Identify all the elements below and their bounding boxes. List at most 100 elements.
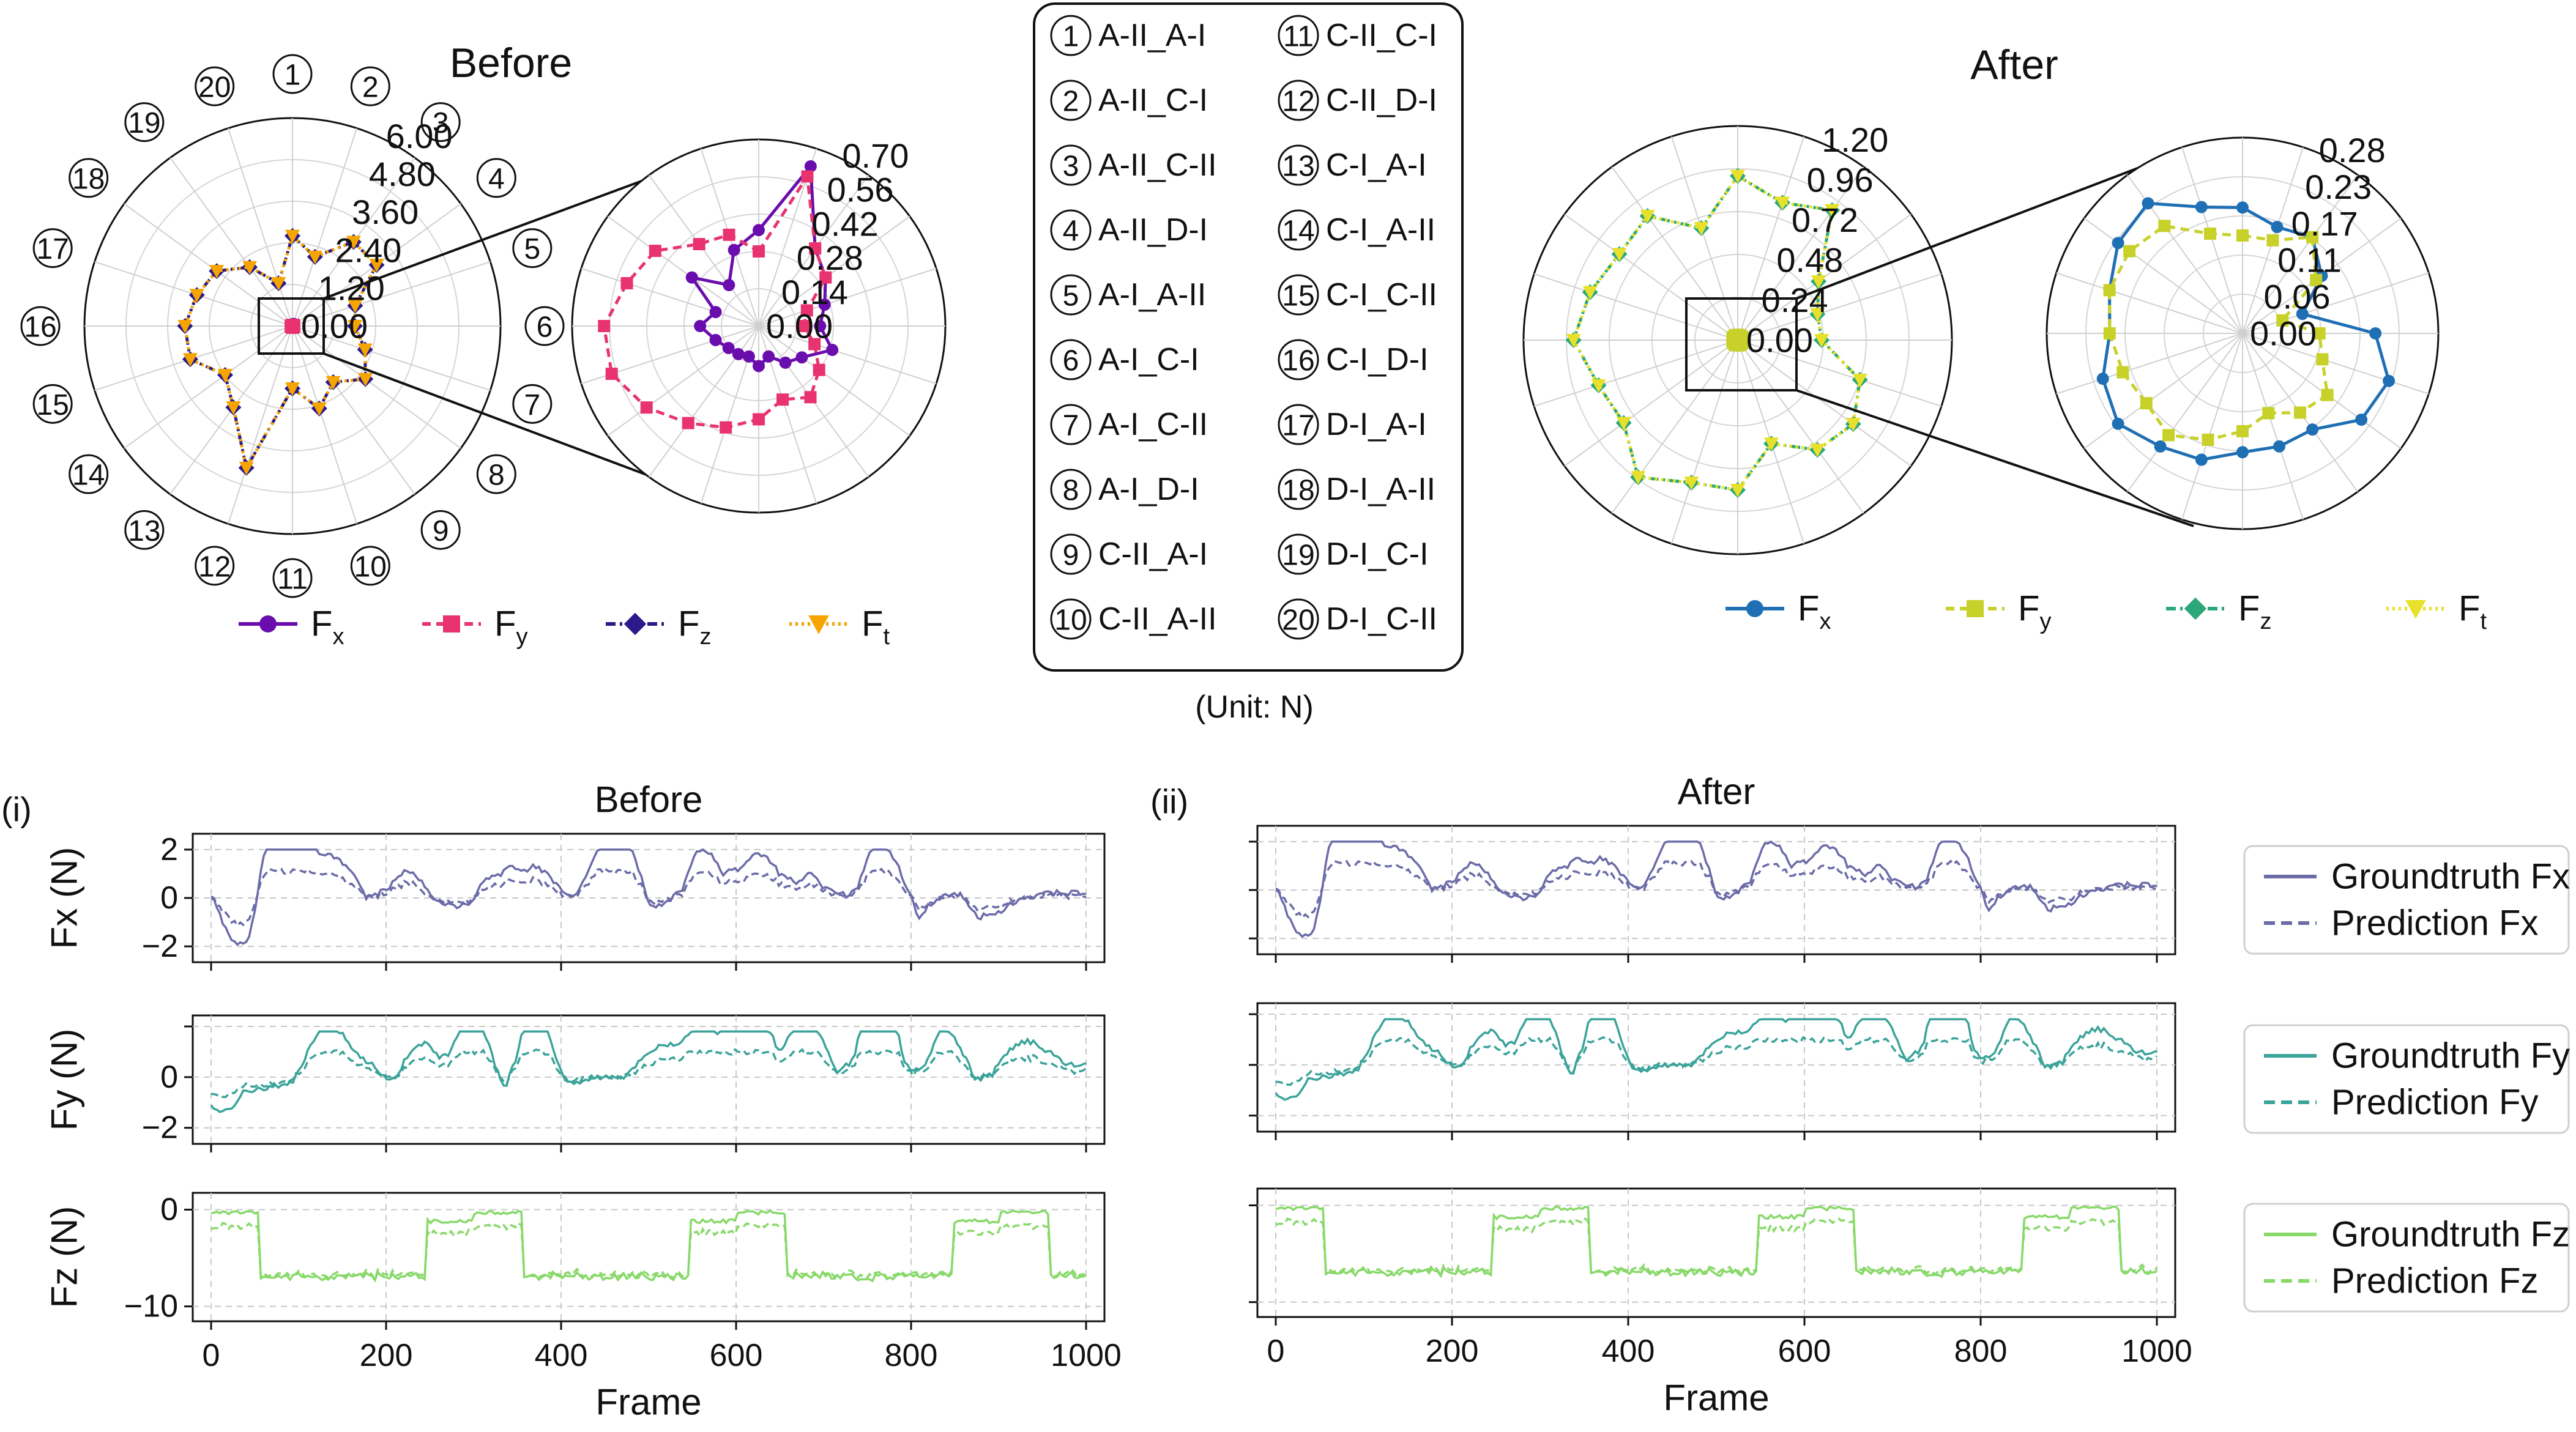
data-point-Fy [804, 391, 817, 404]
category-number: 3 [433, 107, 449, 139]
polar-spoke [227, 325, 293, 524]
data-point-Fx [814, 320, 827, 332]
y-tick-label: 0 [160, 1059, 178, 1095]
data-point-Ft [348, 320, 362, 333]
legend-marker [259, 615, 277, 633]
polar-spoke [2242, 333, 2429, 395]
radial-tick-label: 0.00 [1746, 321, 1813, 360]
legend-marker [1746, 600, 1763, 617]
data-point-Ft [1814, 334, 1830, 347]
radial-tick-label: 0.28 [2319, 131, 2386, 169]
data-point-Fy [598, 320, 611, 332]
series-line-Fy [2108, 224, 2329, 442]
polar-legend: Fx Fy Fz Ft [239, 604, 890, 650]
data-point-Ft [1845, 418, 1861, 432]
radial-tick-label: 0.00 [2250, 314, 2317, 353]
data-point-Ft [1730, 169, 1745, 184]
key-number-ring [1278, 15, 1319, 56]
radial-tick-label: 3.60 [352, 193, 419, 231]
data-point-Fx [2112, 237, 2124, 250]
legend-marker [1967, 600, 1984, 617]
ts-before: −2 0 2 Fx (N) −2 0 Fy (N) −10 0 Fz (N) 0 200 400 600 8… [1, 779, 1122, 1423]
data-point-Fy [2316, 353, 2329, 366]
data-point-Fy [776, 393, 789, 406]
legend-subscript: x [332, 624, 344, 650]
y-axis-label: Fz (N) [44, 1206, 85, 1308]
series-line-prediction [210, 867, 1087, 928]
data-point-Fy [798, 320, 811, 332]
ts-frame [1256, 1187, 2176, 1318]
ts-panel-0 [1249, 825, 2176, 963]
panel-tag: (i) [1, 790, 32, 829]
radial-tick-label: 2.40 [335, 231, 401, 269]
data-point-Ft [348, 299, 363, 313]
legend-label: Prediction Fx [2331, 903, 2538, 943]
legend-label: Fx [1798, 589, 1831, 635]
category-number: 5 [524, 233, 540, 265]
x-tick-label: 0 [1267, 1334, 1285, 1369]
series-Fy [285, 319, 300, 334]
data-point-Ft [1616, 417, 1631, 431]
legend-label: Fy [494, 604, 527, 650]
category-number: 18 [72, 163, 105, 195]
data-point-Fy [2266, 234, 2279, 247]
legend-subscript: t [883, 624, 890, 650]
data-point-Ft [357, 343, 373, 357]
ts-frame [192, 1192, 1106, 1323]
legend-subscript: z [2260, 609, 2271, 634]
data-point-Ft [285, 382, 300, 396]
data-point-Fx [2306, 423, 2319, 436]
data-point-Ft [189, 289, 204, 303]
key-number-ring [1050, 15, 1092, 56]
category-number-ring [350, 66, 390, 106]
polar-spoke [758, 325, 910, 437]
key-number: 10 [1054, 604, 1087, 637]
zoom-connector [1796, 146, 2194, 300]
series-Fy [2103, 220, 2334, 446]
data-point-Fx [685, 271, 698, 284]
polar-spoke [2083, 218, 2243, 334]
key-number: 8 [1063, 475, 1079, 507]
data-point-Fx [2296, 308, 2309, 321]
data-point-Fy [753, 413, 765, 426]
data-point-Fy [1730, 328, 1743, 341]
key-label: C-I_D-I [1326, 342, 1429, 377]
key-label: A-II_A-I [1098, 18, 1206, 53]
data-point-Fy [2204, 227, 2217, 240]
category-number-ring [124, 510, 165, 550]
key-number-ring [1278, 404, 1319, 445]
data-point-Fy [693, 238, 705, 251]
polar-spoke [1564, 339, 1738, 467]
x-tick-label: 1000 [1051, 1338, 1122, 1373]
legend-label: Ft [862, 604, 890, 650]
key-label: A-II_D-I [1098, 212, 1208, 248]
data-point-Ft [1582, 286, 1598, 300]
polar-spoke [1737, 339, 1942, 407]
category-number: 4 [488, 163, 505, 195]
data-point-Fy [723, 228, 735, 241]
polar-spoke [2242, 174, 2358, 334]
radial-tick-label: 0.70 [842, 136, 909, 175]
legend-marker [624, 612, 647, 636]
data-point-Fy [2310, 273, 2323, 286]
polar-spoke [758, 267, 937, 327]
data-point-Fx [723, 279, 735, 292]
legend-label: Ft [2459, 589, 2487, 635]
data-point-Ft [217, 368, 233, 382]
data-point-Fy [620, 276, 633, 289]
key-number-ring [1278, 469, 1319, 510]
legend-frame [2243, 1024, 2570, 1134]
key-number: 6 [1063, 345, 1079, 377]
x-tick-label: 400 [1602, 1334, 1655, 1369]
key-number: 15 [1282, 280, 1314, 313]
legend-marker [2184, 597, 2207, 620]
ts-after: 0 200 400 600 800 1000 Frame After (ii) [1150, 771, 2192, 1419]
category-number-ring [20, 306, 61, 346]
data-point-Fy [2103, 327, 2116, 339]
polar-spoke [1737, 339, 1912, 467]
data-point-Ft [369, 259, 384, 273]
data-point-Fx [2369, 327, 2382, 339]
legend-marker [808, 615, 829, 634]
key-number-ring [1050, 274, 1092, 316]
y-axis-label: Fy (N) [44, 1029, 85, 1131]
